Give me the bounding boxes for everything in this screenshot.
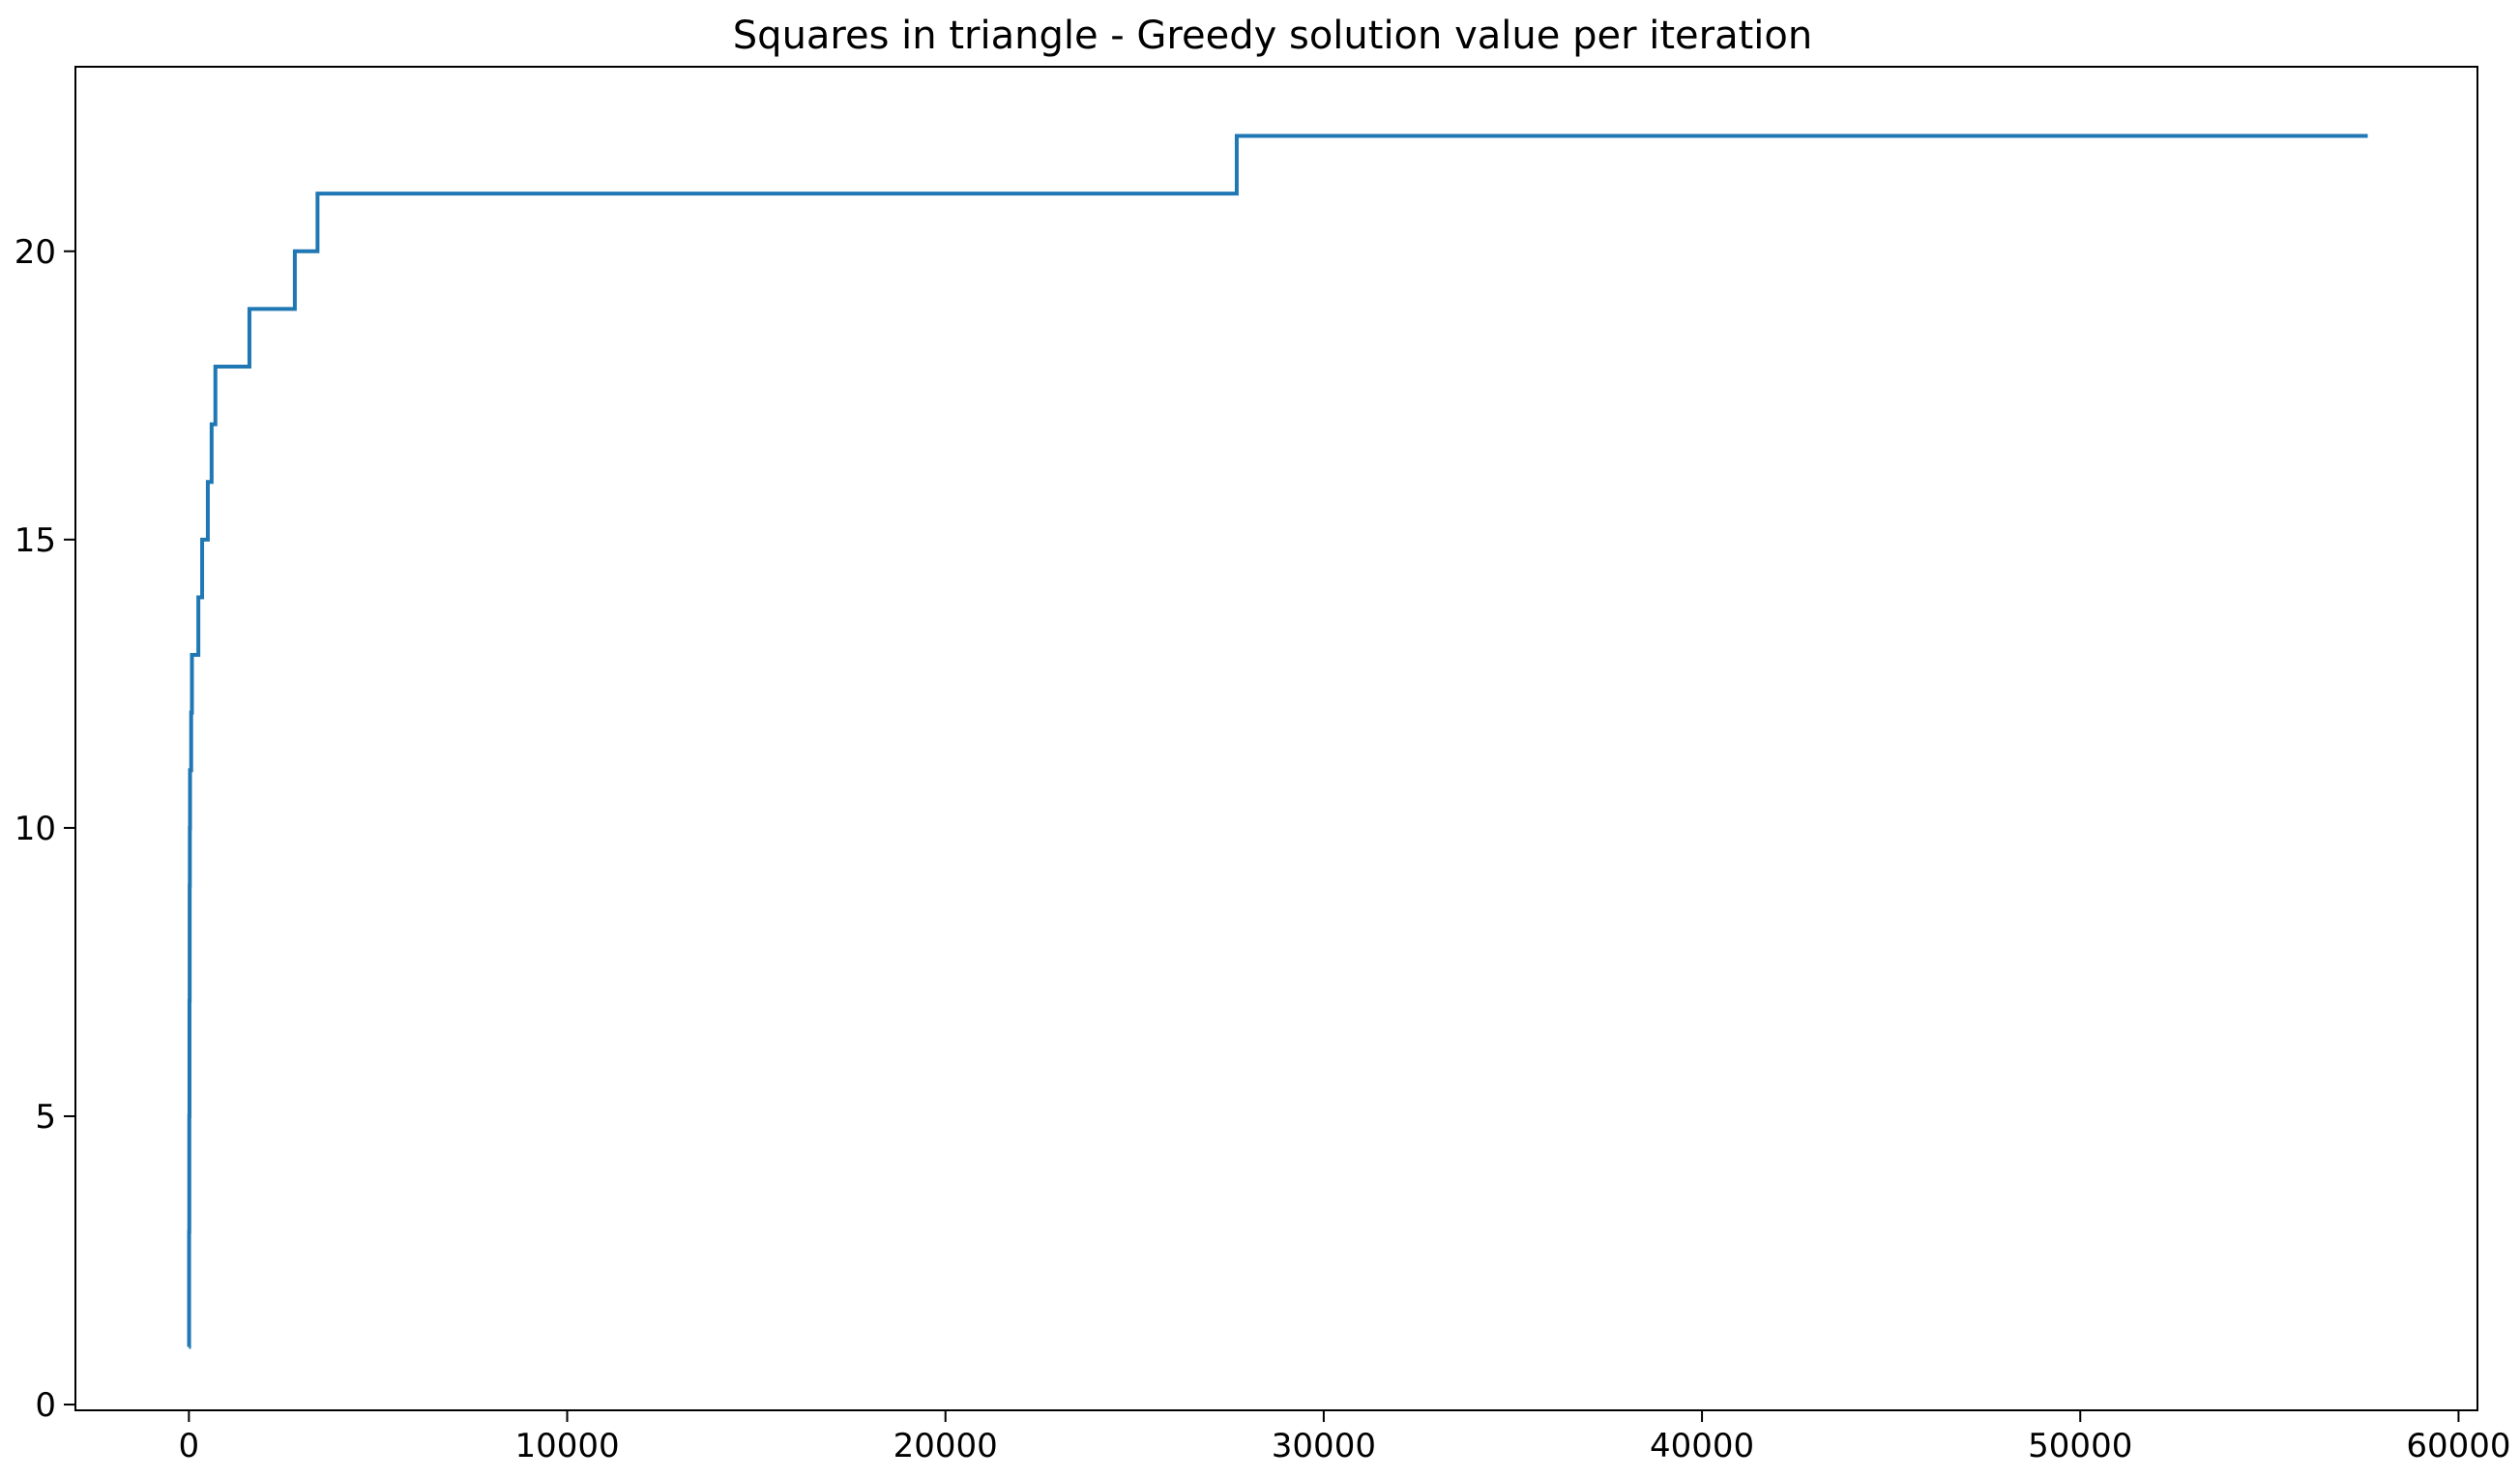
- y-tick-label: 10: [15, 810, 56, 848]
- series-line: [187, 133, 2368, 1349]
- x-tick-label: 30000: [1272, 1427, 1376, 1465]
- y-axis: 0 5 10 15 20: [15, 233, 75, 1425]
- chart-title: Squares in triangle - Greedy solution va…: [733, 14, 1812, 58]
- y-tick-label: 20: [15, 233, 56, 272]
- plot-frame: [74, 66, 2478, 1411]
- x-tick-label: 0: [179, 1427, 200, 1465]
- series-group: [187, 133, 2368, 1349]
- x-tick-label: 60000: [2406, 1427, 2510, 1465]
- y-tick-label: 0: [35, 1386, 56, 1425]
- x-tick-label: 20000: [894, 1427, 998, 1465]
- x-tick-label: 40000: [1650, 1427, 1754, 1465]
- x-axis: 0 10000 20000 30000 40000 50000 60000: [179, 1410, 2511, 1465]
- x-tick-label: 50000: [2028, 1427, 2132, 1465]
- x-tick-label: 10000: [514, 1427, 619, 1465]
- y-tick-label: 15: [15, 521, 56, 560]
- y-tick-label: 5: [35, 1098, 56, 1137]
